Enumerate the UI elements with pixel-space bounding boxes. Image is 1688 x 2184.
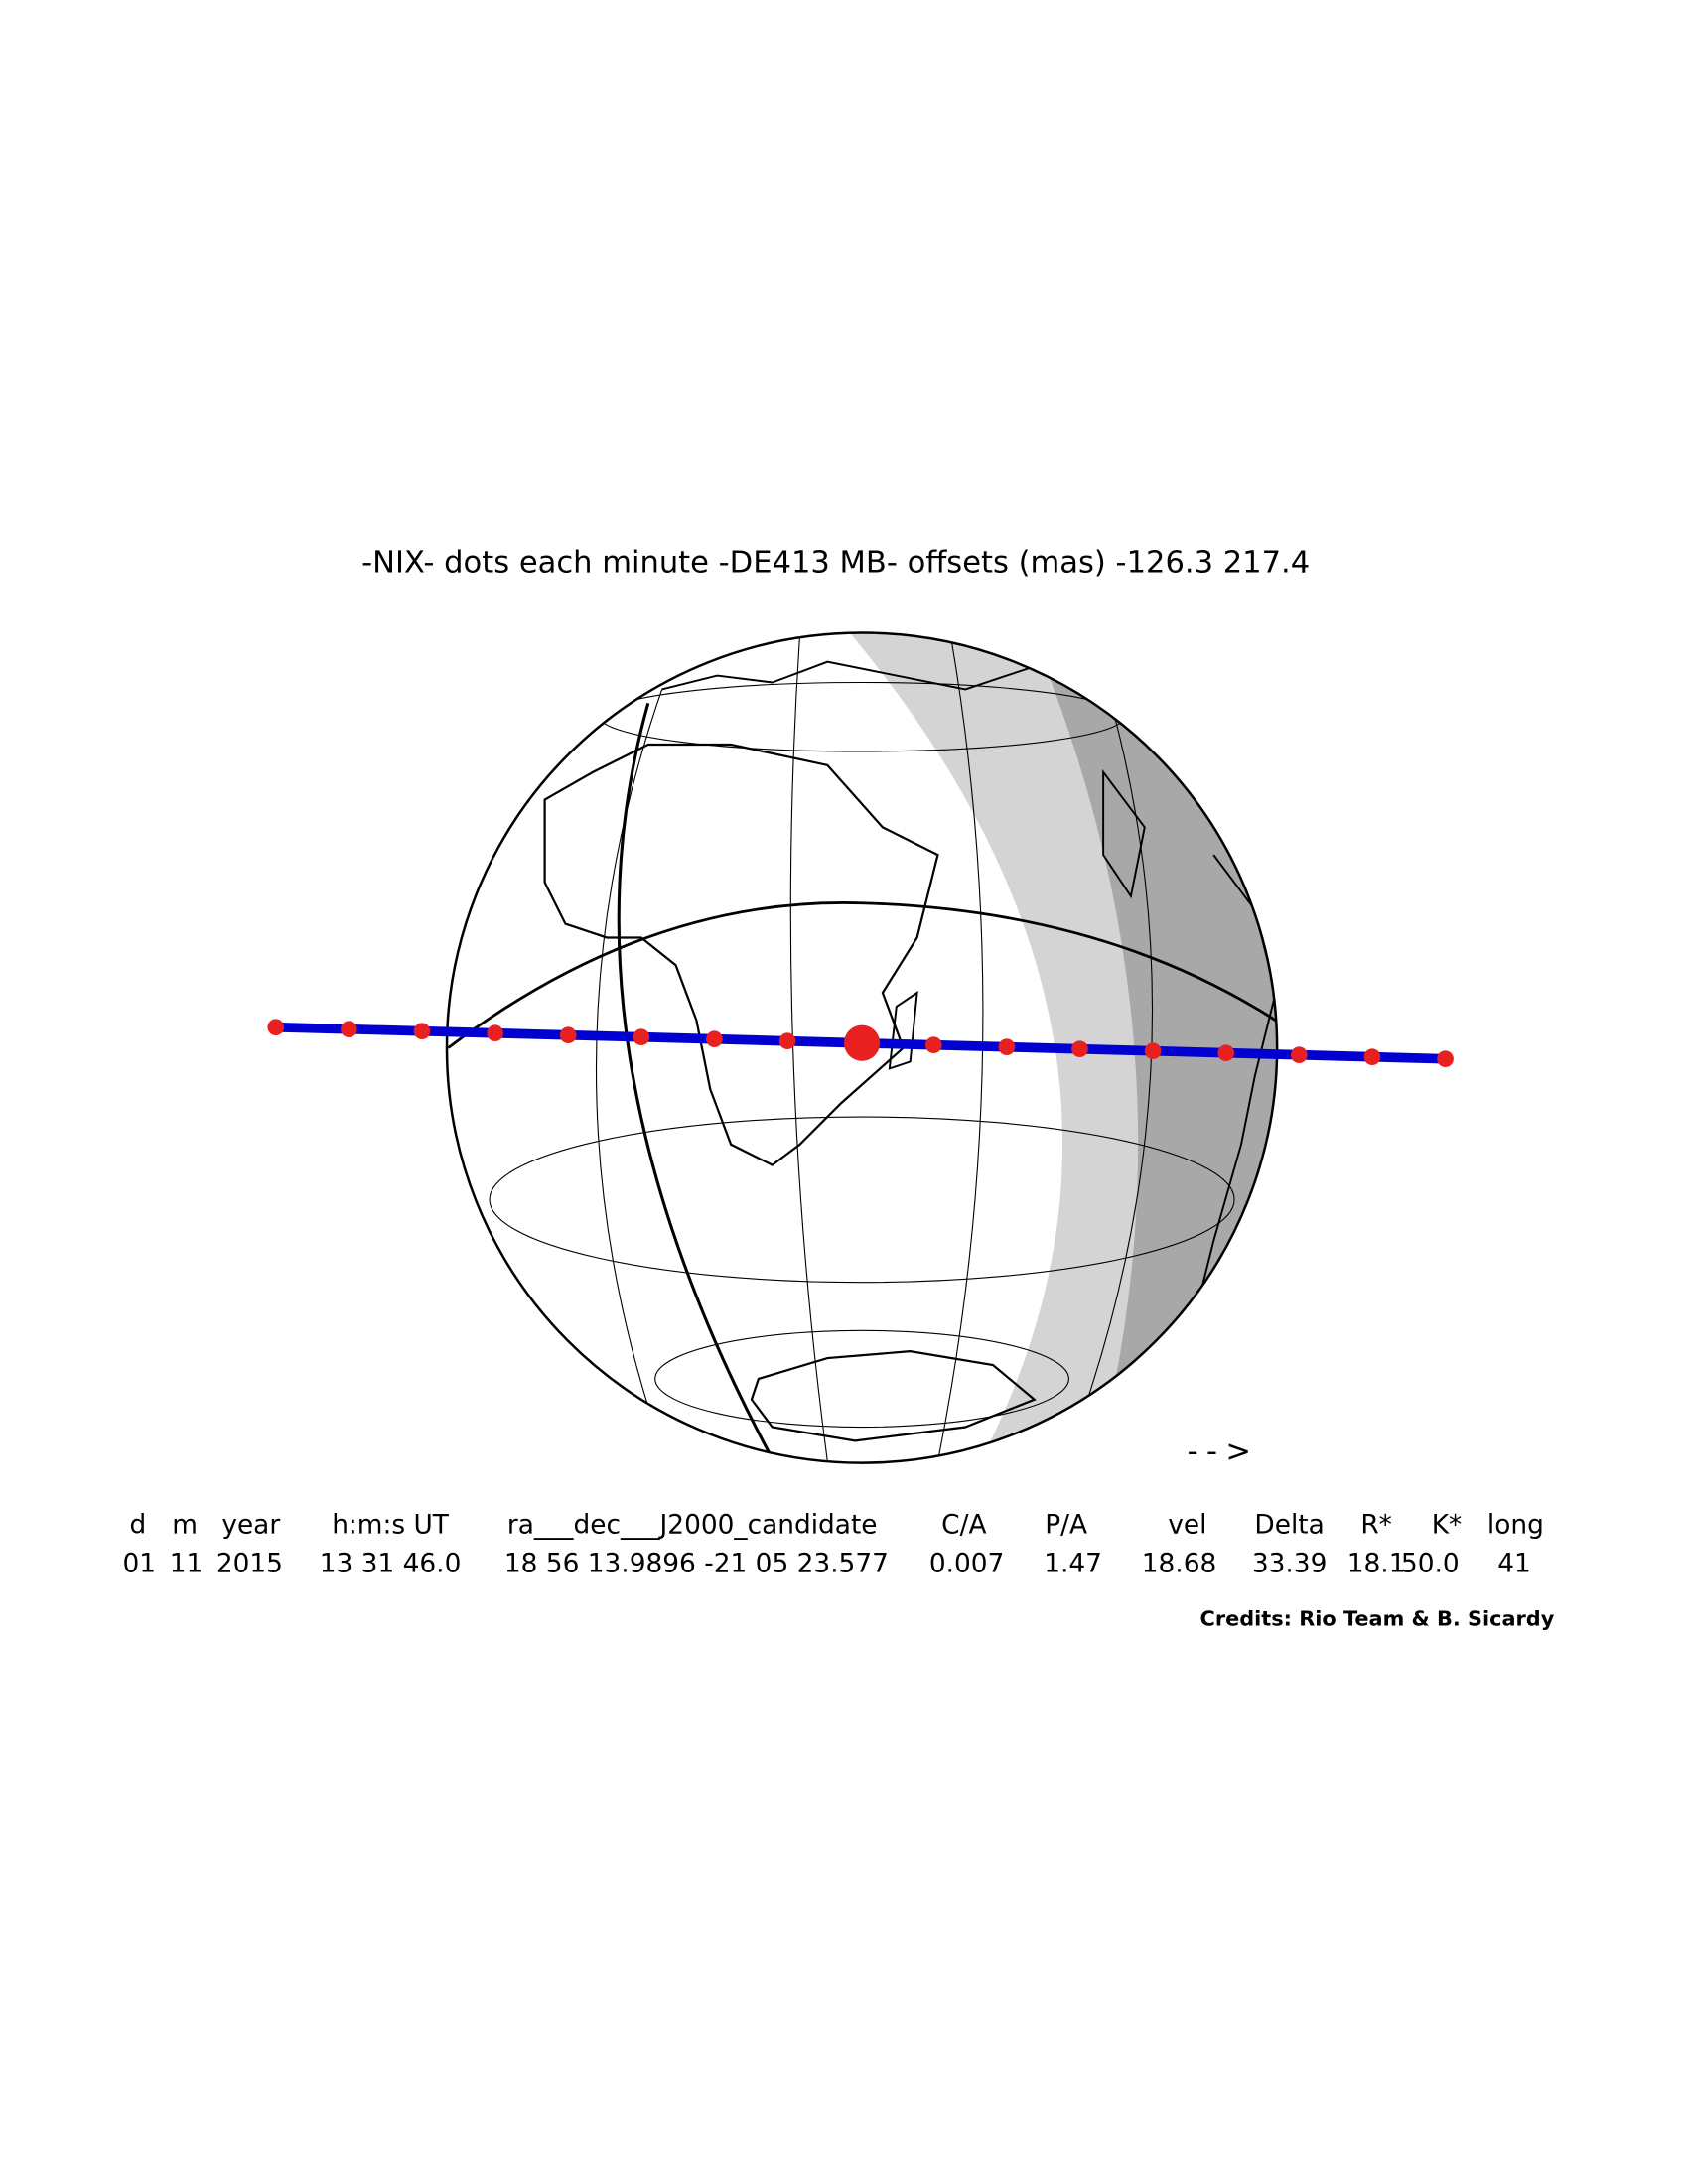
table-header: P/A	[1045, 1510, 1087, 1540]
time-dot	[1363, 1048, 1381, 1066]
table-header: m	[172, 1510, 198, 1540]
time-dot	[778, 1032, 796, 1050]
time-dot	[487, 1024, 503, 1042]
table-header: vel	[1168, 1510, 1206, 1540]
table-cell: 11	[170, 1549, 204, 1578]
table-cell: 33.39	[1252, 1549, 1328, 1578]
time-dot	[559, 1026, 577, 1044]
table-cell: 0.007	[929, 1549, 1005, 1578]
time-dot	[1071, 1040, 1088, 1058]
time-dot	[413, 1023, 431, 1040]
time-dot	[267, 1019, 285, 1036]
table: d m year h:m:s UT ra___dec___J2000_candidate…	[122, 1510, 1543, 1578]
table-cell: 41	[1497, 1549, 1531, 1578]
time-dot	[1291, 1046, 1308, 1064]
time-dot	[341, 1021, 357, 1038]
figure: -NIX- dots each minute -DE413 MB- offset…	[122, 545, 1554, 1630]
table-cell: 1.47	[1044, 1549, 1102, 1578]
table-header: Delta	[1254, 1510, 1324, 1540]
table-cell: 18.68	[1142, 1549, 1217, 1578]
table-header: year	[221, 1510, 280, 1540]
time-dot	[706, 1030, 723, 1048]
direction-arrow: -->	[1188, 1434, 1260, 1469]
table-header: h:m:s UT	[332, 1510, 450, 1540]
time-dot	[1437, 1050, 1454, 1068]
credits: Credits: Rio Team & B. Sicardy	[1200, 1607, 1555, 1631]
table-cell: 01	[122, 1549, 156, 1578]
time-dot	[1144, 1042, 1162, 1060]
time-dot	[998, 1038, 1016, 1056]
table-cell: 13 31 46.0	[320, 1549, 462, 1578]
time-dot	[1217, 1044, 1235, 1062]
table-cell: 50.0	[1401, 1549, 1460, 1578]
table-cell: 18.1	[1347, 1549, 1406, 1578]
table-header: long	[1487, 1510, 1544, 1540]
shadow-path	[267, 1019, 1454, 1068]
table-header: d	[130, 1510, 147, 1540]
table-header: ra___dec___J2000_candidate	[507, 1510, 878, 1540]
table-cell: 18 56 13.9896 -21 05 23.577	[504, 1549, 889, 1578]
table-header: C/A	[941, 1510, 986, 1540]
table-header: K*	[1432, 1510, 1462, 1540]
table-cell: 2015	[216, 1549, 283, 1578]
title: -NIX- dots each minute -DE413 MB- offset…	[361, 545, 1310, 580]
time-dot	[633, 1028, 650, 1046]
table-header: R*	[1360, 1510, 1392, 1540]
time-dot	[924, 1036, 942, 1054]
